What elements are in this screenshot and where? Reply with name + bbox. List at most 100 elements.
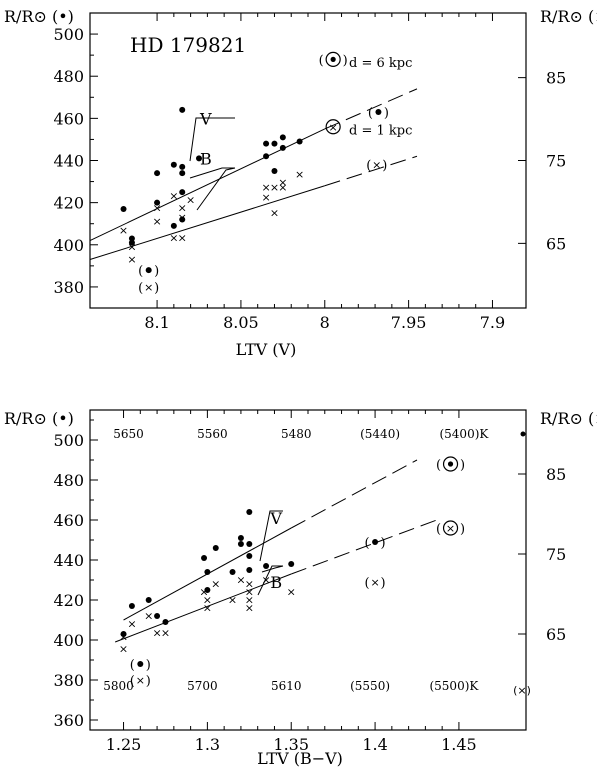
top-scale-dot-marker xyxy=(520,431,526,437)
data-point-cross: × xyxy=(119,642,128,655)
data-point-dot xyxy=(246,509,253,515)
y-tick-label-left: 400 xyxy=(53,236,84,255)
special-point-circled-cross: × xyxy=(325,119,341,135)
marker-paren-open: ( xyxy=(138,264,143,279)
data-point-cross: × xyxy=(203,602,212,615)
y-tick-label-left: 400 xyxy=(53,631,84,650)
marker-paren-open: ( xyxy=(130,658,135,673)
y-tick-label-left: 460 xyxy=(53,109,84,128)
bottom-temperature-label: 5800 xyxy=(103,679,134,693)
y-axis-label-right: R/R⊙ (×) xyxy=(540,409,597,428)
x-tick-label: 8.1 xyxy=(144,313,169,332)
data-point-cross: × xyxy=(152,202,161,215)
marker-paren-close: ) xyxy=(343,53,348,68)
marker-paren-open: ( xyxy=(365,536,370,551)
marker-paren-open: ( xyxy=(436,458,441,473)
fit-line-label: d = 6 kpc xyxy=(349,56,412,71)
data-point-cross: × xyxy=(152,215,161,228)
data-point-cross: × xyxy=(119,630,128,643)
marker-circle xyxy=(442,456,459,472)
data-points: ×××××××××××××××××× xyxy=(119,106,304,266)
y-tick-label-left: 480 xyxy=(53,67,84,86)
data-point-dot xyxy=(237,541,244,547)
data-point-dot xyxy=(154,199,161,206)
special-point-dot-paren: () xyxy=(130,658,151,673)
data-point-cross: × xyxy=(270,207,279,220)
data-point-cross: × xyxy=(127,618,136,631)
data-point-dot xyxy=(246,553,253,559)
y-tick-label-left: 420 xyxy=(53,591,84,610)
data-point-dot xyxy=(237,535,244,541)
marker-paren-open: ( xyxy=(366,159,371,174)
annotation-B: B xyxy=(200,149,212,168)
data-point-dot xyxy=(120,205,127,212)
data-point-cross: × xyxy=(161,626,170,639)
data-point-dot xyxy=(288,561,295,567)
data-point-dot xyxy=(279,134,286,141)
data-point-dot xyxy=(263,563,270,569)
x-axis-label: LTV (B−V) xyxy=(257,749,343,768)
x-tick-label: 1.4 xyxy=(362,735,387,754)
top-temperature-label: (5440) xyxy=(360,427,400,441)
special-points: ()×()()×()()×() xyxy=(130,456,465,689)
marker-circle xyxy=(325,51,341,67)
data-point-cross: × xyxy=(278,181,287,194)
special-point-circled-cross-paren: × () xyxy=(436,520,465,537)
x-tick-label: 7.9 xyxy=(480,313,505,332)
x-tick-label: 8.05 xyxy=(223,313,259,332)
data-point-dot xyxy=(179,106,186,113)
y-tick-label-left: 460 xyxy=(53,511,84,530)
top-temperature-label: 5480 xyxy=(281,427,312,441)
annotation-B: B xyxy=(270,573,282,592)
x-tick-label: 1.45 xyxy=(441,735,477,754)
data-point-dot xyxy=(179,170,186,177)
y-axis-label-right: R/R⊙ (×) xyxy=(540,7,597,26)
marker-paren-close: ) xyxy=(146,658,151,673)
special-point-cross-paren: ×() xyxy=(130,674,151,689)
marker-dot xyxy=(447,461,454,467)
fit-lines xyxy=(114,459,443,643)
marker-dot xyxy=(145,267,152,274)
data-point-cross: × xyxy=(178,211,187,224)
data-point-dot xyxy=(170,161,177,168)
x-tick-label: 8 xyxy=(320,313,330,332)
data-point-dot xyxy=(120,631,127,637)
top-temperature-label: 5560 xyxy=(197,427,228,441)
bottom-scale-cross-marker: (×) xyxy=(513,684,531,697)
marker-paren-close: ) xyxy=(384,106,389,121)
data-point-cross: × xyxy=(119,224,128,237)
annotation-leader xyxy=(196,167,236,211)
marker-cross: × xyxy=(144,281,153,294)
data-points: ×××××××××××××××××× xyxy=(119,509,296,655)
data-point-cross: × xyxy=(211,578,220,591)
marker-cross: × xyxy=(329,121,338,134)
chart-title: HD 179821 xyxy=(130,33,246,57)
x-tick-label: 1.3 xyxy=(195,735,220,754)
data-point-cross: × xyxy=(261,181,270,194)
y-tick-label-left: 380 xyxy=(53,671,84,690)
data-point-dot xyxy=(179,163,186,170)
data-point-dot xyxy=(263,140,270,147)
marker-paren-close: ) xyxy=(381,576,386,591)
y-axis-label-left: R/R⊙ (•) xyxy=(4,7,74,26)
data-point-dot xyxy=(128,603,135,609)
data-point-dot xyxy=(128,239,135,246)
annotation-V: V xyxy=(199,109,212,128)
data-point-cross: × xyxy=(245,594,254,607)
marker-cross: × xyxy=(446,522,455,535)
data-point-cross: × xyxy=(178,202,187,215)
annotation-leader xyxy=(189,167,235,179)
marker-paren-open: ( xyxy=(130,674,135,689)
annotation-leader xyxy=(257,565,283,596)
data-point-dot xyxy=(154,613,161,619)
data-point-cross: × xyxy=(127,241,136,254)
annotations: VB xyxy=(257,509,284,596)
data-point-dot xyxy=(204,569,211,575)
annotations: VB xyxy=(189,109,236,211)
marker-paren-close: ) xyxy=(381,536,386,551)
marker-paren-close: ) xyxy=(154,264,159,279)
data-point-dot xyxy=(212,545,219,551)
data-point-dot xyxy=(162,619,169,625)
data-point-dot xyxy=(271,168,278,175)
data-point-dot xyxy=(128,235,135,242)
